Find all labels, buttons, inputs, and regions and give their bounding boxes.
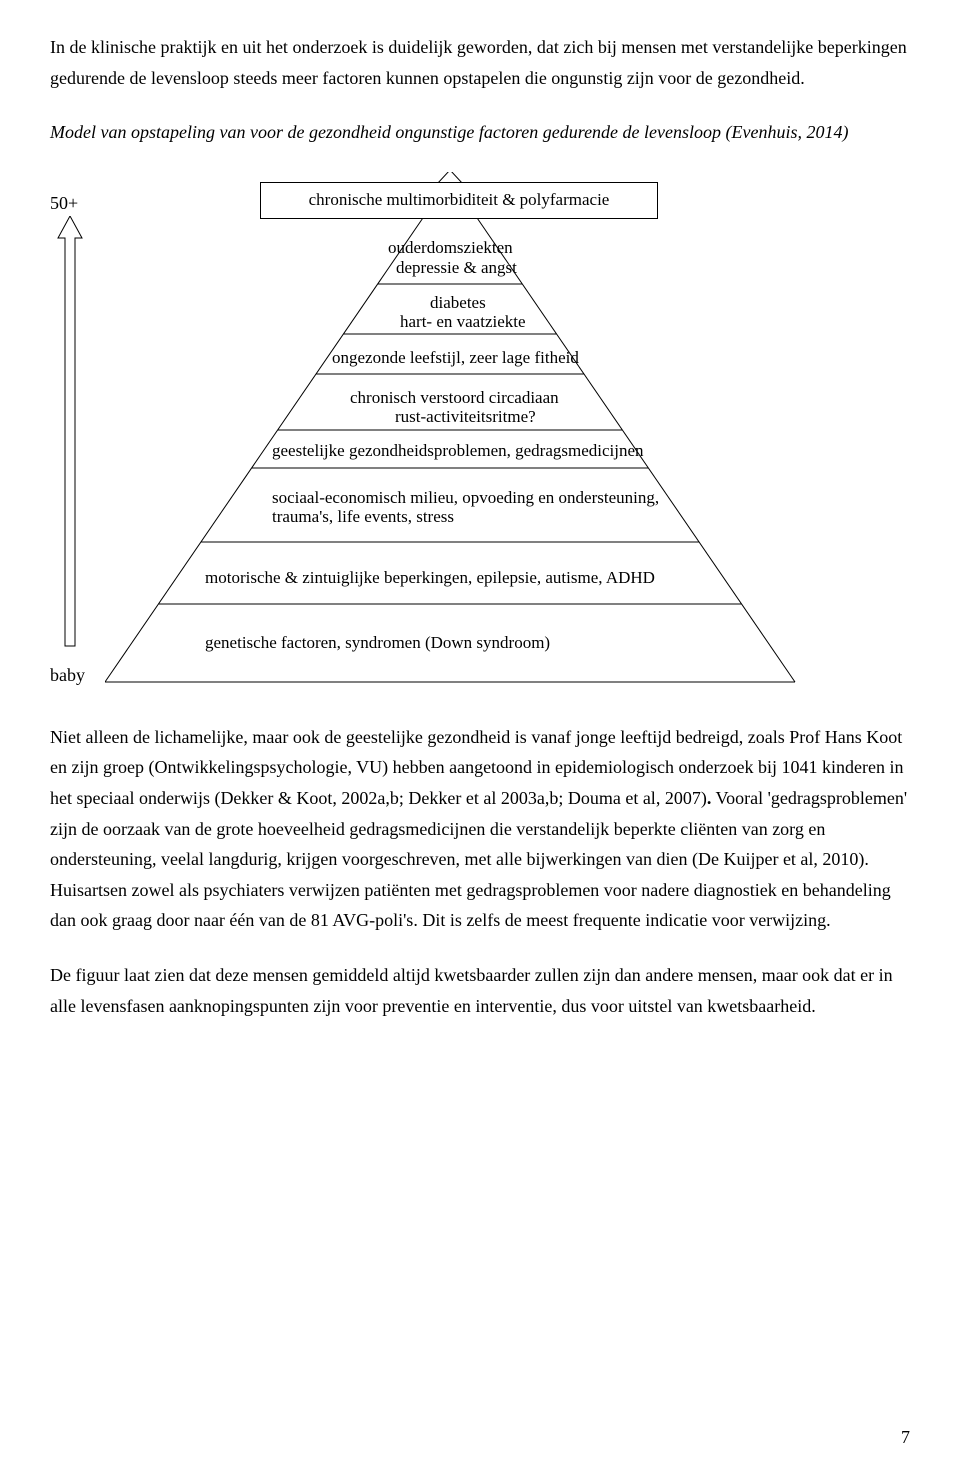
axis-label-bottom: baby xyxy=(50,660,85,691)
paragraph2-post: Vooral 'gedragsproblemen' zijn de oorzaa… xyxy=(50,788,907,930)
layer-depressie: depressie & angst xyxy=(396,257,517,278)
layer-genetische: genetische factoren, syndromen (Down syn… xyxy=(205,632,550,653)
layer-sociaal-2: trauma's, life events, stress xyxy=(272,506,454,527)
model-caption: Model van opstapeling van voor de gezond… xyxy=(50,117,910,148)
layer-motorische: motorische & zintuiglijke beperkingen, e… xyxy=(205,567,655,588)
layer-rust: rust-activiteitsritme? xyxy=(395,406,536,427)
pyramid-diagram: 50+ baby chronische multimorbiditeit & p… xyxy=(50,172,910,692)
top-box-label: chronische multimorbiditeit & polyfarmac… xyxy=(260,182,658,219)
paragraph-conclusion: De figuur laat zien dat deze mensen gemi… xyxy=(50,960,910,1021)
document-page: In de klinische praktijk en uit het onde… xyxy=(0,0,960,1085)
layer-ongezonde: ongezonde leefstijl, zeer lage fitheid xyxy=(332,347,579,368)
page-number: 7 xyxy=(901,1427,910,1448)
paragraph-intro: In de klinische praktijk en uit het onde… xyxy=(50,32,910,93)
axis-label-top: 50+ xyxy=(50,188,78,219)
layer-geestelijke: geestelijke gezondheidsproblemen, gedrag… xyxy=(272,440,644,461)
layer-hart: hart- en vaatziekte xyxy=(400,311,526,332)
layer-ouderdom: ouderdomsziekten xyxy=(388,237,513,258)
arrow-up-icon xyxy=(56,216,84,656)
paragraph-body: Niet alleen de lichamelijke, maar ook de… xyxy=(50,722,910,936)
